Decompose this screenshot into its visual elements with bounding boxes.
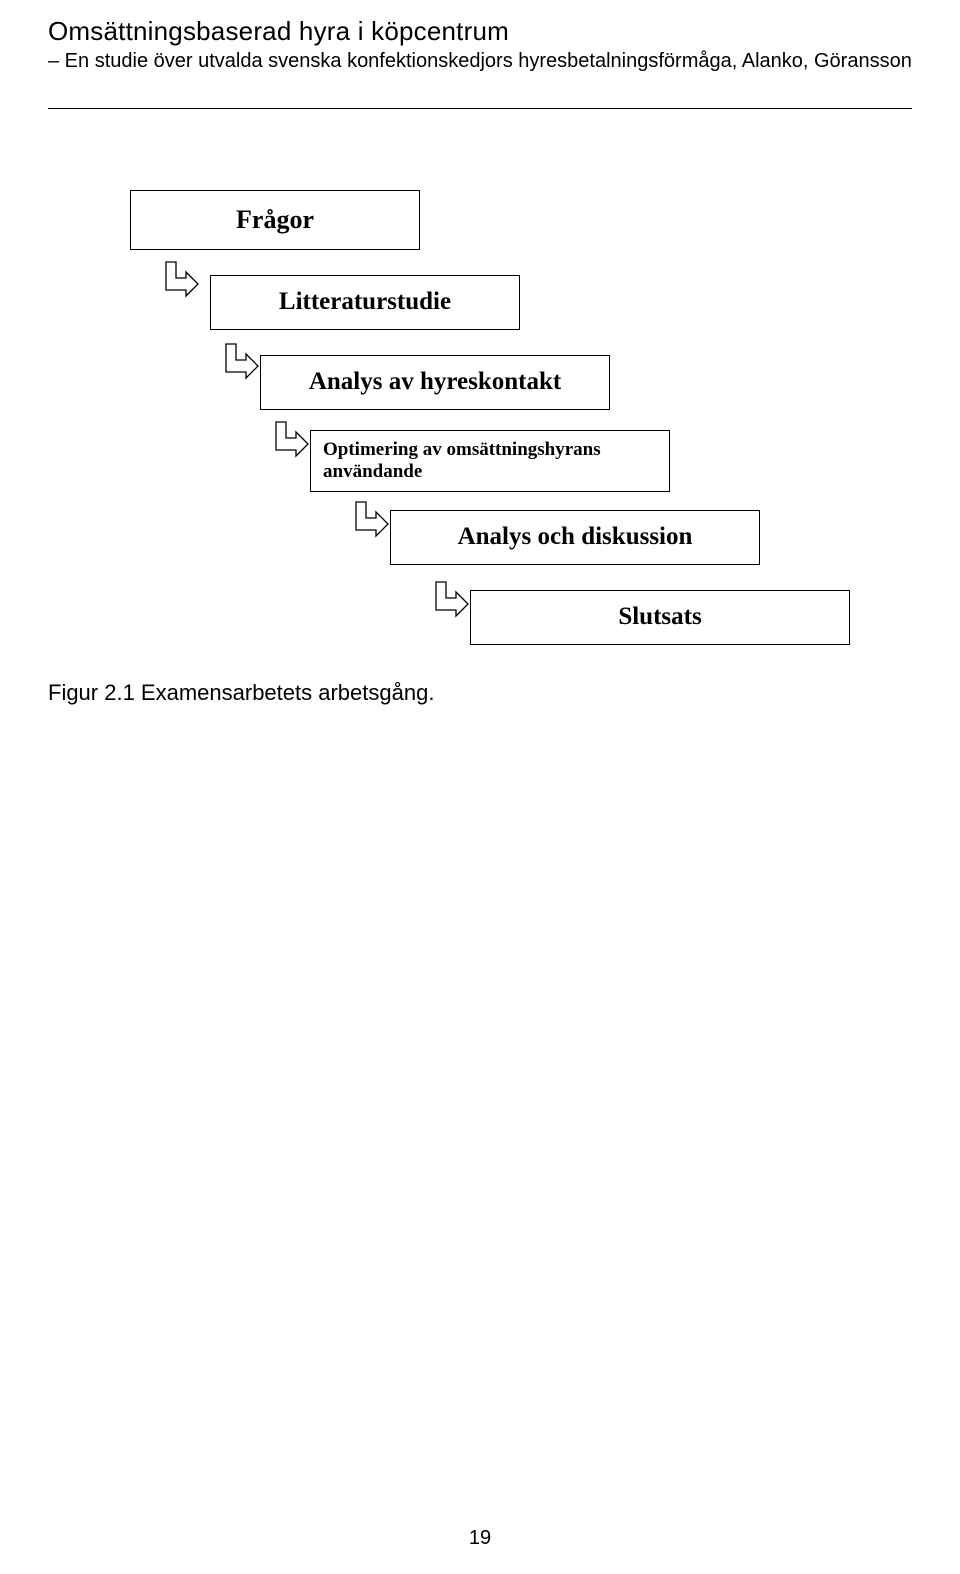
flow-node: Optimering av omsättningshyrans användan… — [310, 430, 670, 492]
figure-caption: Figur 2.1 Examensarbetets arbetsgång. — [48, 680, 434, 706]
page-number: 19 — [0, 1527, 960, 1550]
flow-node: Litteraturstudie — [210, 275, 520, 330]
flowchart: Frågor Litteraturstudie Analys av hyreskon… — [0, 0, 960, 1574]
flow-arrow-icon — [430, 580, 470, 620]
flow-node-label: Analys och diskussion — [458, 523, 693, 552]
flow-arrow-icon — [220, 342, 260, 382]
flow-node-label: Frågor — [236, 205, 314, 235]
flow-arrow-icon — [160, 260, 200, 300]
flow-node-label: Analys av hyreskontakt — [309, 368, 561, 397]
flow-node: Analys av hyreskontakt — [260, 355, 610, 410]
flow-node: Slutsats — [470, 590, 850, 645]
flow-node-label: Optimering av omsättningshyrans användan… — [323, 439, 601, 483]
flow-node: Frågor — [130, 190, 420, 250]
flow-node-label: Slutsats — [618, 603, 701, 632]
flow-arrow-icon — [350, 500, 390, 540]
flow-node: Analys och diskussion — [390, 510, 760, 565]
flow-node-label: Litteraturstudie — [279, 288, 451, 317]
flow-arrow-icon — [270, 420, 310, 460]
